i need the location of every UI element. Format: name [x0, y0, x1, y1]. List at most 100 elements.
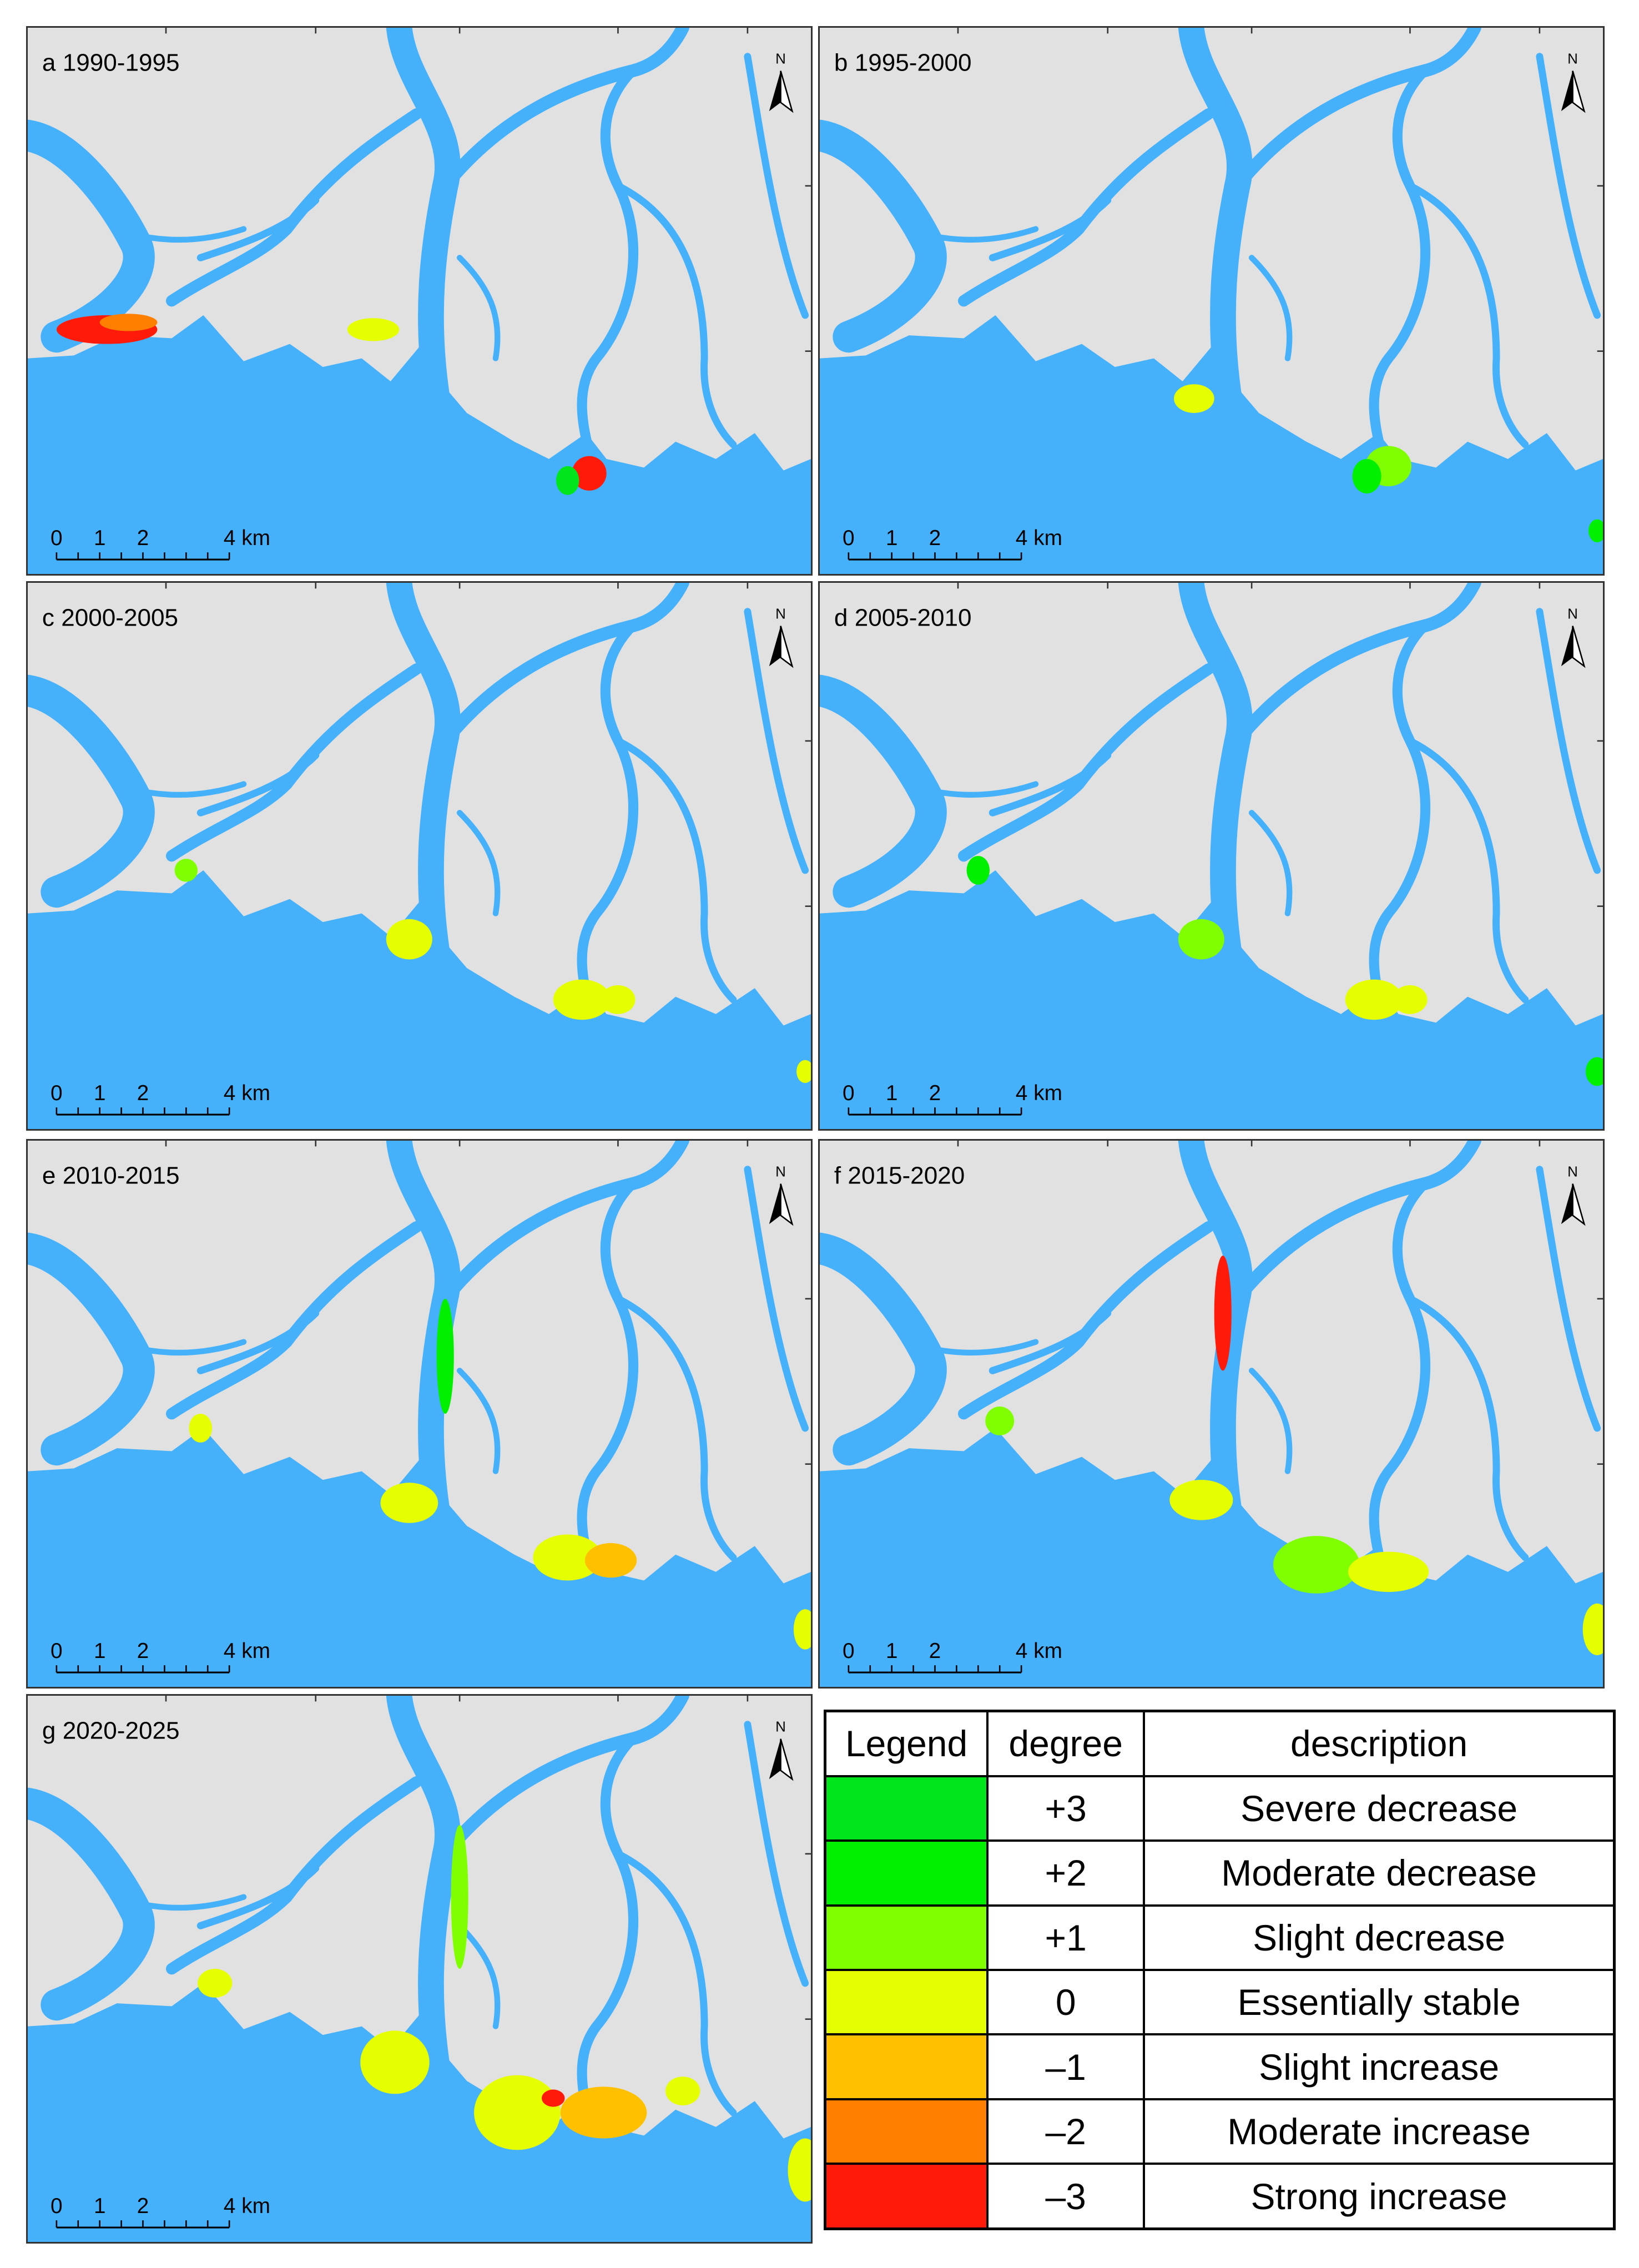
river	[438, 28, 689, 193]
river	[438, 1696, 689, 1861]
land	[820, 583, 1603, 1026]
river	[577, 621, 639, 1012]
legend-row: 0 Essentially stable	[824, 1968, 1616, 2036]
change-patch	[474, 2075, 561, 2150]
panel-label: b 1995-2000	[834, 49, 972, 77]
change-patch	[553, 979, 611, 1020]
legend-table: Legend degree description +3 Severe decrease…	[824, 1710, 1616, 2230]
scale-label: 2	[929, 1639, 941, 1663]
scale-label: 4 km	[1016, 1639, 1062, 1663]
change-patch	[560, 2086, 647, 2139]
river	[196, 1309, 320, 1374]
legend-swatch	[824, 2098, 989, 2165]
change-patch	[1345, 979, 1403, 1020]
river	[820, 674, 947, 908]
scale-label: 2	[137, 1081, 149, 1105]
scale-label: 0	[51, 1639, 63, 1663]
change-patch	[1273, 1536, 1360, 1594]
change-patch	[174, 859, 198, 882]
river	[820, 119, 947, 353]
panel-label: a 1990-1995	[42, 49, 180, 77]
legend-description: Essentially stable	[1143, 1968, 1616, 2036]
change-patch	[380, 1483, 438, 1523]
river	[1230, 28, 1481, 193]
legend-degree: +2	[986, 1839, 1146, 1907]
change-patch	[436, 1298, 454, 1414]
river	[958, 663, 1214, 862]
north-label: N	[1567, 52, 1578, 67]
river	[111, 226, 247, 243]
river	[958, 108, 1214, 307]
change-patch	[665, 2077, 700, 2105]
change-patch	[533, 1534, 602, 1581]
scale-label: 1	[94, 1639, 106, 1663]
change-patch	[966, 856, 990, 885]
north-arrow	[780, 70, 794, 113]
change-patch	[1169, 1480, 1233, 1520]
panel-label: d 2005-2010	[834, 604, 972, 632]
river	[614, 1850, 737, 2116]
change-patch	[99, 314, 158, 331]
river	[1406, 182, 1529, 448]
scale-label: 4 km	[224, 1639, 270, 1663]
scale-label: 2	[137, 1639, 149, 1663]
scale-label: 1	[886, 1639, 898, 1663]
north-arrow	[769, 1738, 781, 1780]
land	[28, 28, 811, 471]
legend-degree: –1	[986, 2033, 1146, 2100]
map-panel: a 1990-1995 N 0 1 2 4 km	[26, 26, 813, 576]
river	[989, 196, 1112, 261]
north-arrow	[1561, 626, 1573, 667]
scale-label: 0	[843, 1081, 855, 1105]
river	[903, 226, 1039, 243]
map-panel: f 2015-2020 N 0 1 2 4 km	[818, 1139, 1605, 1689]
land	[28, 1696, 811, 2139]
legend-description: Slight increase	[1143, 2033, 1616, 2100]
legend-row: –2 Moderate increase	[824, 2098, 1616, 2165]
change-patch	[189, 1414, 212, 1443]
legend-header: Legend	[824, 1710, 989, 1777]
panel-label: e 2010-2015	[42, 1162, 180, 1190]
river	[166, 663, 422, 862]
legend-header-row: Legend degree description	[824, 1710, 1616, 1777]
north-arrow	[780, 1183, 794, 1226]
river	[1230, 583, 1481, 748]
north-label: N	[775, 1165, 786, 1180]
north-arrow	[769, 626, 781, 667]
scale-label: 2	[929, 526, 941, 550]
river	[820, 1232, 947, 1466]
change-patch	[572, 456, 607, 491]
river	[166, 1776, 422, 1975]
legend-degree: +3	[986, 1775, 1146, 1842]
north-label: N	[775, 52, 786, 67]
legend-row: +1 Slight decrease	[824, 1904, 1616, 1971]
change-patch	[556, 466, 579, 495]
north-arrow	[1561, 70, 1573, 112]
legend-degree: +1	[986, 1904, 1146, 1971]
legend-degree: 0	[986, 1968, 1146, 2036]
change-patch	[1352, 458, 1381, 493]
change-patch	[1585, 1057, 1603, 1086]
river	[744, 608, 809, 874]
legend-swatch	[824, 1775, 989, 1842]
river	[1248, 255, 1293, 361]
river	[456, 1368, 501, 1474]
river	[196, 752, 320, 817]
land	[28, 583, 811, 1026]
change-patch	[601, 985, 636, 1014]
north-arrow	[1572, 1183, 1586, 1226]
river	[1369, 1178, 1431, 1570]
scale-label: 4 km	[224, 526, 270, 550]
legend-swatch	[824, 1839, 989, 1907]
north-arrow	[780, 1738, 794, 1781]
map-panel: g 2020-2025 N 0 1 2 4 km	[26, 1694, 813, 2244]
river	[614, 1295, 737, 1561]
river	[28, 674, 155, 908]
land	[28, 1141, 811, 1584]
river	[456, 1923, 501, 2029]
river	[111, 1894, 247, 1911]
river	[28, 119, 155, 353]
change-patch	[347, 318, 400, 341]
north-arrow	[780, 626, 794, 668]
scale-label: 0	[51, 2194, 63, 2218]
